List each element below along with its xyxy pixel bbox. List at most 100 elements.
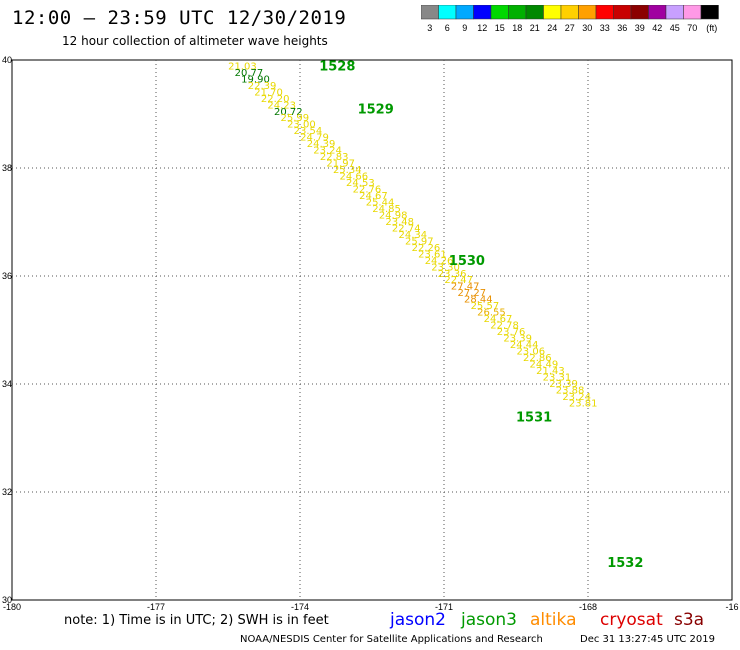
legend-altika: altika (530, 610, 577, 630)
colorbar-label: 39 (635, 23, 645, 33)
wave-height-point: 22.39 (248, 81, 277, 92)
wave-height-point: 23.61 (418, 249, 447, 260)
x-tick-label: -180 (3, 602, 21, 612)
wave-height-point: 26.55 (477, 308, 506, 319)
legend-cryosat: cryosat (600, 610, 663, 630)
wave-height-point: 23.39 (503, 334, 532, 345)
footer-timestamp: Dec 31 13:27:45 UTC 2019 (580, 634, 715, 645)
units-note: note: 1) Time is in UTC; 2) SWH is in fe… (64, 613, 329, 628)
colorbar-label: 21 (530, 23, 540, 33)
wave-height-point: 23.06 (516, 347, 545, 358)
wave-height-point: 25.44 (366, 197, 395, 208)
colorbar-label: 42 (652, 23, 662, 33)
wave-height-point: 24.39 (307, 139, 336, 150)
colorbar-label: 45 (670, 23, 680, 33)
colorbar-label: 15 (495, 23, 505, 33)
colorbar-label: 24 (547, 23, 557, 33)
wave-height-point: 23.48 (385, 217, 414, 228)
y-tick-label: 36 (2, 271, 12, 281)
chart-title: 12:00 – 23:59 UTC 12/30/2019 (12, 7, 347, 29)
wave-height-point: 20.72 (274, 107, 303, 118)
wave-height-point: 22.83 (320, 152, 349, 163)
wave-height-point: 24.44 (510, 340, 539, 351)
pass-number-label: 1529 (358, 103, 394, 118)
wave-height-point: 23.24 (313, 146, 342, 157)
legend-jason2: jason2 (390, 610, 446, 630)
colorbar-label: (ft) (706, 23, 717, 33)
wave-height-point: 25.99 (281, 113, 310, 124)
colorbar: 3 6 9 12 15 18 21 24 27 30 33 36 39 42 45 70 (ft) (421, 5, 719, 33)
wave-height-point: 24.67 (359, 191, 388, 202)
wave-height-point: 22.74 (392, 223, 421, 234)
wave-height-point: 22.47 (444, 275, 473, 286)
wave-height-point: 24.85 (372, 204, 401, 215)
x-tick-label: -177 (147, 602, 165, 612)
x-tick-label: -174 (291, 602, 309, 612)
wave-height-point: 24.53 (346, 178, 375, 189)
y-tick-label: 34 (2, 379, 12, 389)
x-tick-label: -16 (725, 602, 738, 612)
colorbar-label: 70 (687, 23, 697, 33)
colorbar-label: 9 (462, 23, 467, 33)
wave-height-point: 27.27 (457, 288, 486, 299)
wave-height-point: 19.90 (241, 74, 270, 85)
wave-height-point: 23.31 (543, 372, 572, 383)
wave-height-point: 24.98 (379, 210, 408, 221)
wave-height-point: 22.20 (261, 94, 290, 105)
pass-number-label: 1528 (319, 59, 355, 74)
wave-height-point: 22.76 (353, 185, 382, 196)
wave-height-point: 24.79 (300, 133, 329, 144)
wave-height-point: 23.81 (569, 398, 598, 409)
wave-height-point: 24.66 (339, 172, 368, 183)
wave-height-point: 21.03 (228, 61, 257, 72)
y-tick-label: 32 (2, 487, 12, 497)
wave-height-point: 23.88 (556, 385, 585, 396)
colorbar-label: 12 (477, 23, 487, 33)
x-tick-label: -168 (579, 602, 597, 612)
colorbar-label: 27 (565, 23, 575, 33)
legend-s3a: s3a (674, 610, 705, 630)
wave-height-point: 24.23 (267, 100, 296, 111)
colorbar-label: 30 (582, 23, 592, 33)
chart-subtitle: 12 hour collection of altimeter wave hei… (62, 34, 328, 48)
colorbar-label: 18 (512, 23, 522, 33)
x-tick-label: -171 (435, 602, 453, 612)
wave-height-point: 24.26 (425, 256, 454, 267)
wave-height-point: 23.00 (287, 120, 316, 131)
wave-height-point: 22.86 (523, 353, 552, 364)
pass-number-label: 1530 (449, 254, 485, 269)
wave-height-point: 24.49 (530, 359, 559, 370)
colorbar-label: 6 (445, 23, 450, 33)
wave-height-point: 21.43 (536, 366, 565, 377)
y-tick-label: 30 (2, 595, 12, 605)
legend-jason3: jason3 (461, 610, 517, 630)
plot-frame (11, 59, 733, 601)
wave-height-point: 21.97 (326, 159, 355, 170)
wave-height-point: 23.54 (294, 126, 323, 137)
colorbar-label: 3 (427, 23, 432, 33)
wave-height-point: 23.76 (497, 327, 526, 338)
wave-height-point: 23.39 (549, 379, 578, 390)
wave-height-point: 21.70 (254, 87, 283, 98)
y-tick-label: 40 (2, 55, 12, 65)
plot-area: -180 -177 -174 -171 -168 -16 30 32 34 36 38 40 21.03… (2, 55, 739, 612)
pass-number-label: 1531 (516, 410, 552, 425)
wave-height-point: 24.67 (484, 314, 513, 325)
pass-number-label: 1532 (607, 556, 643, 571)
y-tick-label: 38 (2, 163, 12, 173)
wave-height-point: 27.47 (451, 282, 480, 293)
colorbar-label: 33 (600, 23, 610, 33)
wave-height-point: 25.57 (471, 301, 500, 312)
wave-height-point: 28.44 (464, 295, 493, 306)
wave-height-point: 24.34 (398, 230, 427, 241)
footer-credit: NOAA/NESDIS Center for Satellite Applica… (240, 634, 543, 645)
colorbar-label: 36 (617, 23, 627, 33)
wave-height-point: 25.34 (333, 165, 362, 176)
wave-height-point: 25.97 (405, 236, 434, 247)
wave-height-point: 23.30 (431, 262, 460, 273)
colorbar-swatch (700, 5, 719, 20)
wave-height-point: 23.36 (438, 269, 467, 280)
wave-height-point: 22.26 (412, 243, 441, 254)
wave-height-point: 20.77 (235, 68, 264, 79)
wave-height-point: 22.78 (490, 321, 519, 332)
